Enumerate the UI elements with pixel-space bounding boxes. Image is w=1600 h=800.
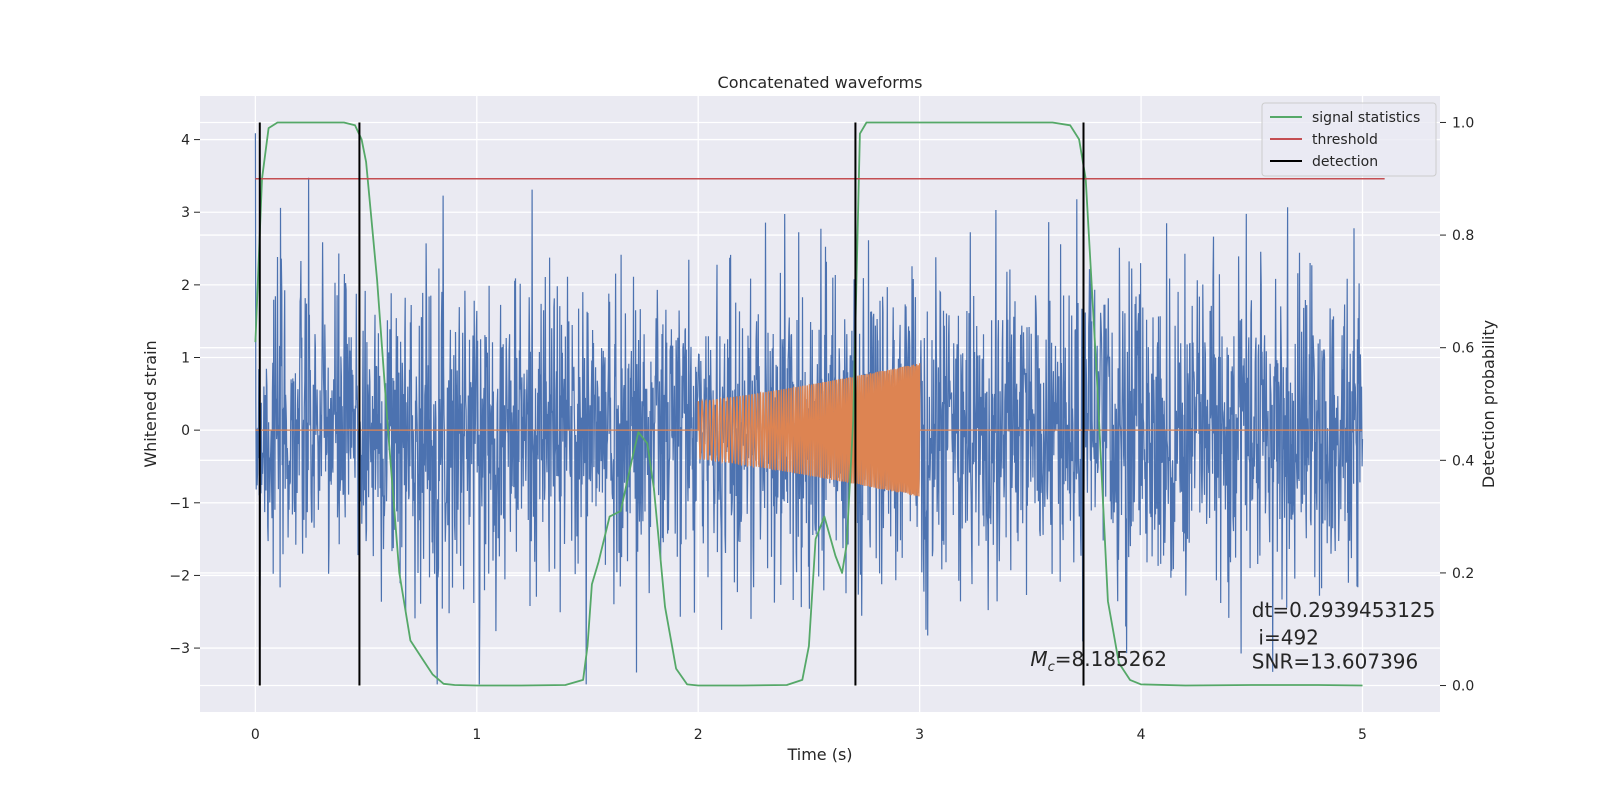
- x-axis-label: Time (s): [786, 745, 852, 764]
- y-tick-label: 3: [181, 205, 190, 221]
- chart-title: Concatenated waveforms: [718, 73, 923, 92]
- y-axis-label: Whitened strain: [141, 340, 160, 467]
- annotations: Mc=8.185262 dt=0.2939453125 i=492SNR=13.60…: [1030, 598, 1435, 675]
- annotation-i: i=492: [1258, 625, 1319, 649]
- x-tick-label: 4: [1137, 727, 1146, 743]
- signal-statistics-line: [254, 121, 1363, 687]
- annotation-mc: Mc=8.185262: [1030, 647, 1167, 675]
- y-tick-label: 2: [181, 278, 190, 294]
- y-tick-label: −2: [169, 568, 190, 584]
- y-right-tick-label: 0.2: [1452, 566, 1474, 582]
- y-tick-label: −1: [169, 496, 190, 512]
- x-tick-label: 3: [915, 727, 924, 743]
- legend-label: threshold: [1312, 132, 1378, 148]
- x-tick-label: 1: [472, 727, 481, 743]
- annotation-dt: dt=0.2939453125: [1252, 598, 1436, 622]
- detection-series: [258, 122, 1085, 686]
- x-tick-label: 2: [694, 727, 703, 743]
- legend-box: [1261, 102, 1437, 177]
- y-right-tick-label: 0.4: [1452, 453, 1474, 469]
- ticks: 0 1 2 3 4 5 −3 −2 −1 0 1 2 3 4 0.0 0.2 0.4 0.6 0.8 1.0: [169, 115, 1474, 743]
- legend-label: detection: [1312, 154, 1378, 170]
- y-right-tick-label: 0.8: [1452, 228, 1474, 244]
- x-tick-label: 5: [1358, 727, 1367, 743]
- annotation-snr: SNR=13.607396: [1252, 649, 1418, 673]
- chirp-series: [255, 363, 1363, 497]
- noise-series: [254, 133, 1364, 685]
- whitened-strain-line: [254, 133, 1364, 685]
- y-right-tick-label: 1.0: [1452, 115, 1474, 131]
- signal-statistics-series: [254, 121, 1363, 687]
- y-tick-label: 0: [181, 423, 190, 439]
- legend-label: signal statistics: [1312, 110, 1420, 126]
- legend: signal statistics threshold detection: [1261, 102, 1437, 177]
- y-right-tick-label: 0.6: [1452, 341, 1474, 357]
- y-tick-label: 4: [181, 133, 190, 149]
- chirp-waveform-line: [255, 363, 1363, 497]
- y-tick-label: −3: [169, 641, 190, 657]
- y-axis-right-label: Detection probability: [1479, 320, 1498, 488]
- y-right-tick-label: 0.0: [1452, 679, 1474, 695]
- y-tick-label: 1: [181, 351, 190, 367]
- x-tick-label: 0: [251, 727, 260, 743]
